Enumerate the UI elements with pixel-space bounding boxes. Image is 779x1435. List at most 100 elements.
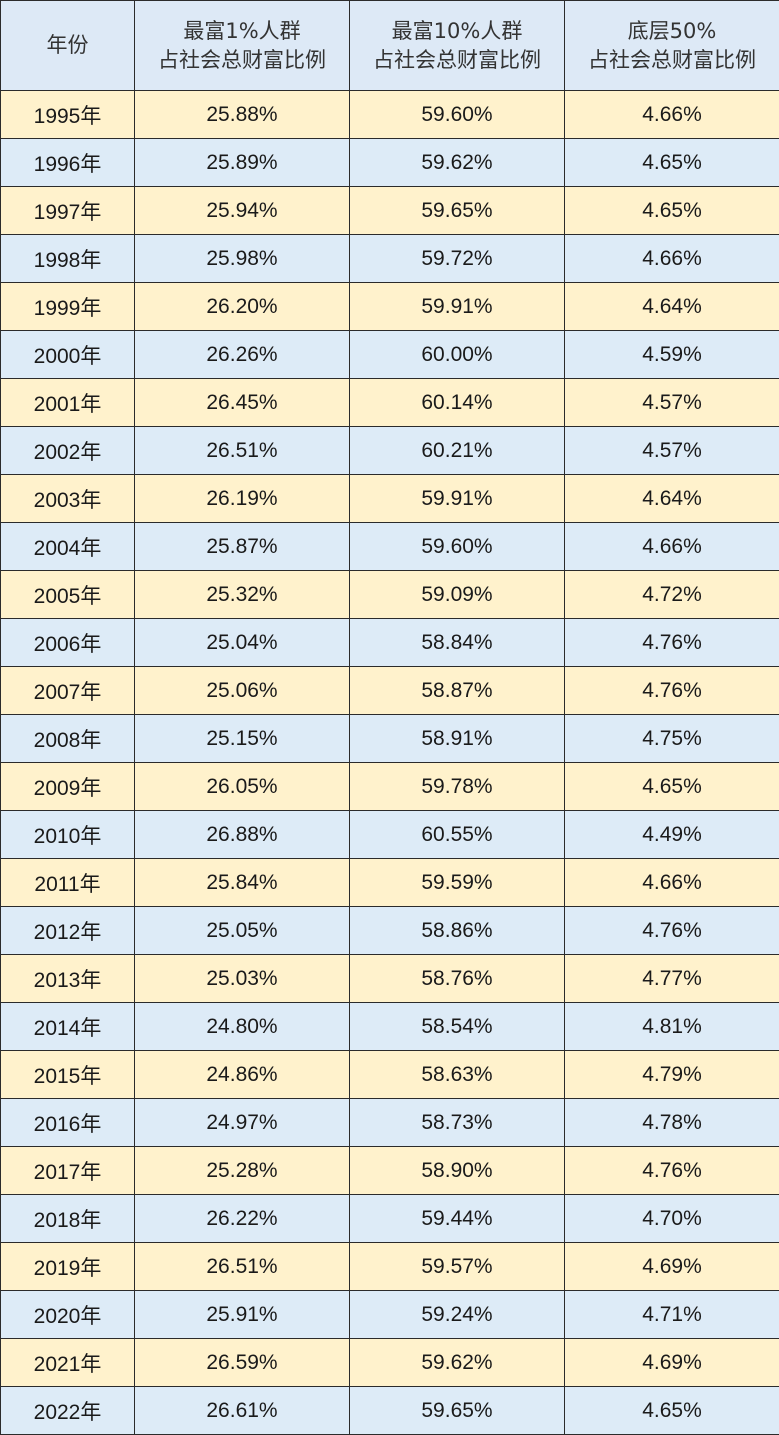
cell-top10-share: 59.60% xyxy=(349,522,565,571)
cell-bottom50-share: 4.79% xyxy=(564,1050,779,1099)
cell-bottom50-share: 4.81% xyxy=(564,1002,779,1051)
table-row: 1996年 25.89% 59.62% 4.65% xyxy=(0,138,779,187)
cell-top1-share: 25.98% xyxy=(134,234,350,283)
table-row: 2001年 26.45% 60.14% 4.57% xyxy=(0,378,779,427)
cell-top10-share: 59.91% xyxy=(349,282,565,331)
cell-year: 2017年 xyxy=(0,1146,135,1195)
cell-year: 2007年 xyxy=(0,666,135,715)
cell-top10-share: 59.91% xyxy=(349,474,565,523)
cell-top1-share: 26.59% xyxy=(134,1338,350,1387)
cell-bottom50-share: 4.66% xyxy=(564,90,779,139)
cell-year: 2006年 xyxy=(0,618,135,667)
table-row: 2015年 24.86% 58.63% 4.79% xyxy=(0,1050,779,1099)
table-row: 2003年 26.19% 59.91% 4.64% xyxy=(0,474,779,523)
cell-bottom50-share: 4.64% xyxy=(564,474,779,523)
cell-bottom50-share: 4.78% xyxy=(564,1098,779,1147)
cell-top1-share: 25.05% xyxy=(134,906,350,955)
cell-bottom50-share: 4.57% xyxy=(564,426,779,475)
cell-year: 1996年 xyxy=(0,138,135,187)
header-top10-line1: 最富10%人群 xyxy=(391,18,523,43)
table-row: 2005年 25.32% 59.09% 4.72% xyxy=(0,570,779,619)
cell-year: 2016年 xyxy=(0,1098,135,1147)
cell-top10-share: 59.65% xyxy=(349,186,565,235)
cell-top10-share: 58.76% xyxy=(349,954,565,1003)
cell-top1-share: 26.20% xyxy=(134,282,350,331)
header-top10-line2: 占社会总财富比例 xyxy=(373,47,541,72)
cell-year: 2021年 xyxy=(0,1338,135,1387)
cell-bottom50-share: 4.76% xyxy=(564,618,779,667)
cell-top1-share: 25.87% xyxy=(134,522,350,571)
cell-year: 2009年 xyxy=(0,762,135,811)
cell-bottom50-share: 4.76% xyxy=(564,1146,779,1195)
cell-top1-share: 25.06% xyxy=(134,666,350,715)
cell-top1-share: 25.15% xyxy=(134,714,350,763)
cell-bottom50-share: 4.76% xyxy=(564,906,779,955)
cell-year: 2019年 xyxy=(0,1242,135,1291)
cell-top1-share: 24.80% xyxy=(134,1002,350,1051)
cell-top10-share: 59.44% xyxy=(349,1194,565,1243)
cell-bottom50-share: 4.76% xyxy=(564,666,779,715)
cell-bottom50-share: 4.66% xyxy=(564,234,779,283)
cell-top1-share: 25.04% xyxy=(134,618,350,667)
table-row: 2010年 26.88% 60.55% 4.49% xyxy=(0,810,779,859)
cell-bottom50-share: 4.69% xyxy=(564,1242,779,1291)
cell-year: 2001年 xyxy=(0,378,135,427)
cell-bottom50-share: 4.57% xyxy=(564,378,779,427)
table-row: 1997年 25.94% 59.65% 4.65% xyxy=(0,186,779,235)
cell-top10-share: 60.14% xyxy=(349,378,565,427)
cell-year: 2013年 xyxy=(0,954,135,1003)
cell-bottom50-share: 4.65% xyxy=(564,1386,779,1435)
cell-year: 2003年 xyxy=(0,474,135,523)
table-row: 2021年 26.59% 59.62% 4.69% xyxy=(0,1338,779,1387)
cell-year: 2002年 xyxy=(0,426,135,475)
table-row: 2002年 26.51% 60.21% 4.57% xyxy=(0,426,779,475)
cell-top10-share: 59.09% xyxy=(349,570,565,619)
cell-top1-share: 25.94% xyxy=(134,186,350,235)
header-bottom50-line1: 底层50% xyxy=(627,18,717,43)
header-bottom50-line2: 占社会总财富比例 xyxy=(588,47,756,72)
cell-year: 2022年 xyxy=(0,1386,135,1435)
table-row: 2012年 25.05% 58.86% 4.76% xyxy=(0,906,779,955)
cell-top10-share: 58.86% xyxy=(349,906,565,955)
table-row: 2007年 25.06% 58.87% 4.76% xyxy=(0,666,779,715)
cell-top10-share: 59.57% xyxy=(349,1242,565,1291)
cell-year: 2012年 xyxy=(0,906,135,955)
table-row: 2006年 25.04% 58.84% 4.76% xyxy=(0,618,779,667)
cell-top10-share: 59.72% xyxy=(349,234,565,283)
cell-top1-share: 25.91% xyxy=(134,1290,350,1339)
cell-top10-share: 59.60% xyxy=(349,90,565,139)
table-row: 2017年 25.28% 58.90% 4.76% xyxy=(0,1146,779,1195)
cell-year: 2014年 xyxy=(0,1002,135,1051)
cell-top10-share: 58.91% xyxy=(349,714,565,763)
cell-bottom50-share: 4.72% xyxy=(564,570,779,619)
cell-top1-share: 25.03% xyxy=(134,954,350,1003)
cell-top10-share: 59.62% xyxy=(349,1338,565,1387)
table-row: 2020年 25.91% 59.24% 4.71% xyxy=(0,1290,779,1339)
table-row: 2016年 24.97% 58.73% 4.78% xyxy=(0,1098,779,1147)
table-row: 1999年 26.20% 59.91% 4.64% xyxy=(0,282,779,331)
header-top10: 最富10%人群 占社会总财富比例 xyxy=(349,0,565,91)
cell-top1-share: 26.22% xyxy=(134,1194,350,1243)
cell-top10-share: 59.65% xyxy=(349,1386,565,1435)
table-row: 2000年 26.26% 60.00% 4.59% xyxy=(0,330,779,379)
table-row: 2014年 24.80% 58.54% 4.81% xyxy=(0,1002,779,1051)
cell-year: 2018年 xyxy=(0,1194,135,1243)
cell-bottom50-share: 4.66% xyxy=(564,858,779,907)
cell-year: 2015年 xyxy=(0,1050,135,1099)
table-row: 1995年 25.88% 59.60% 4.66% xyxy=(0,90,779,139)
table-row: 2019年 26.51% 59.57% 4.69% xyxy=(0,1242,779,1291)
header-year: 年份 xyxy=(0,0,135,91)
cell-top10-share: 59.62% xyxy=(349,138,565,187)
cell-year: 2010年 xyxy=(0,810,135,859)
cell-top1-share: 26.61% xyxy=(134,1386,350,1435)
cell-top10-share: 59.78% xyxy=(349,762,565,811)
cell-top1-share: 25.28% xyxy=(134,1146,350,1195)
cell-bottom50-share: 4.75% xyxy=(564,714,779,763)
header-top1-line2: 占社会总财富比例 xyxy=(158,47,326,72)
header-bottom50: 底层50% 占社会总财富比例 xyxy=(564,0,779,91)
header-year-label: 年份 xyxy=(46,33,89,57)
table-row: 2004年 25.87% 59.60% 4.66% xyxy=(0,522,779,571)
cell-top1-share: 26.26% xyxy=(134,330,350,379)
table-row: 2011年 25.84% 59.59% 4.66% xyxy=(0,858,779,907)
cell-year: 1999年 xyxy=(0,282,135,331)
